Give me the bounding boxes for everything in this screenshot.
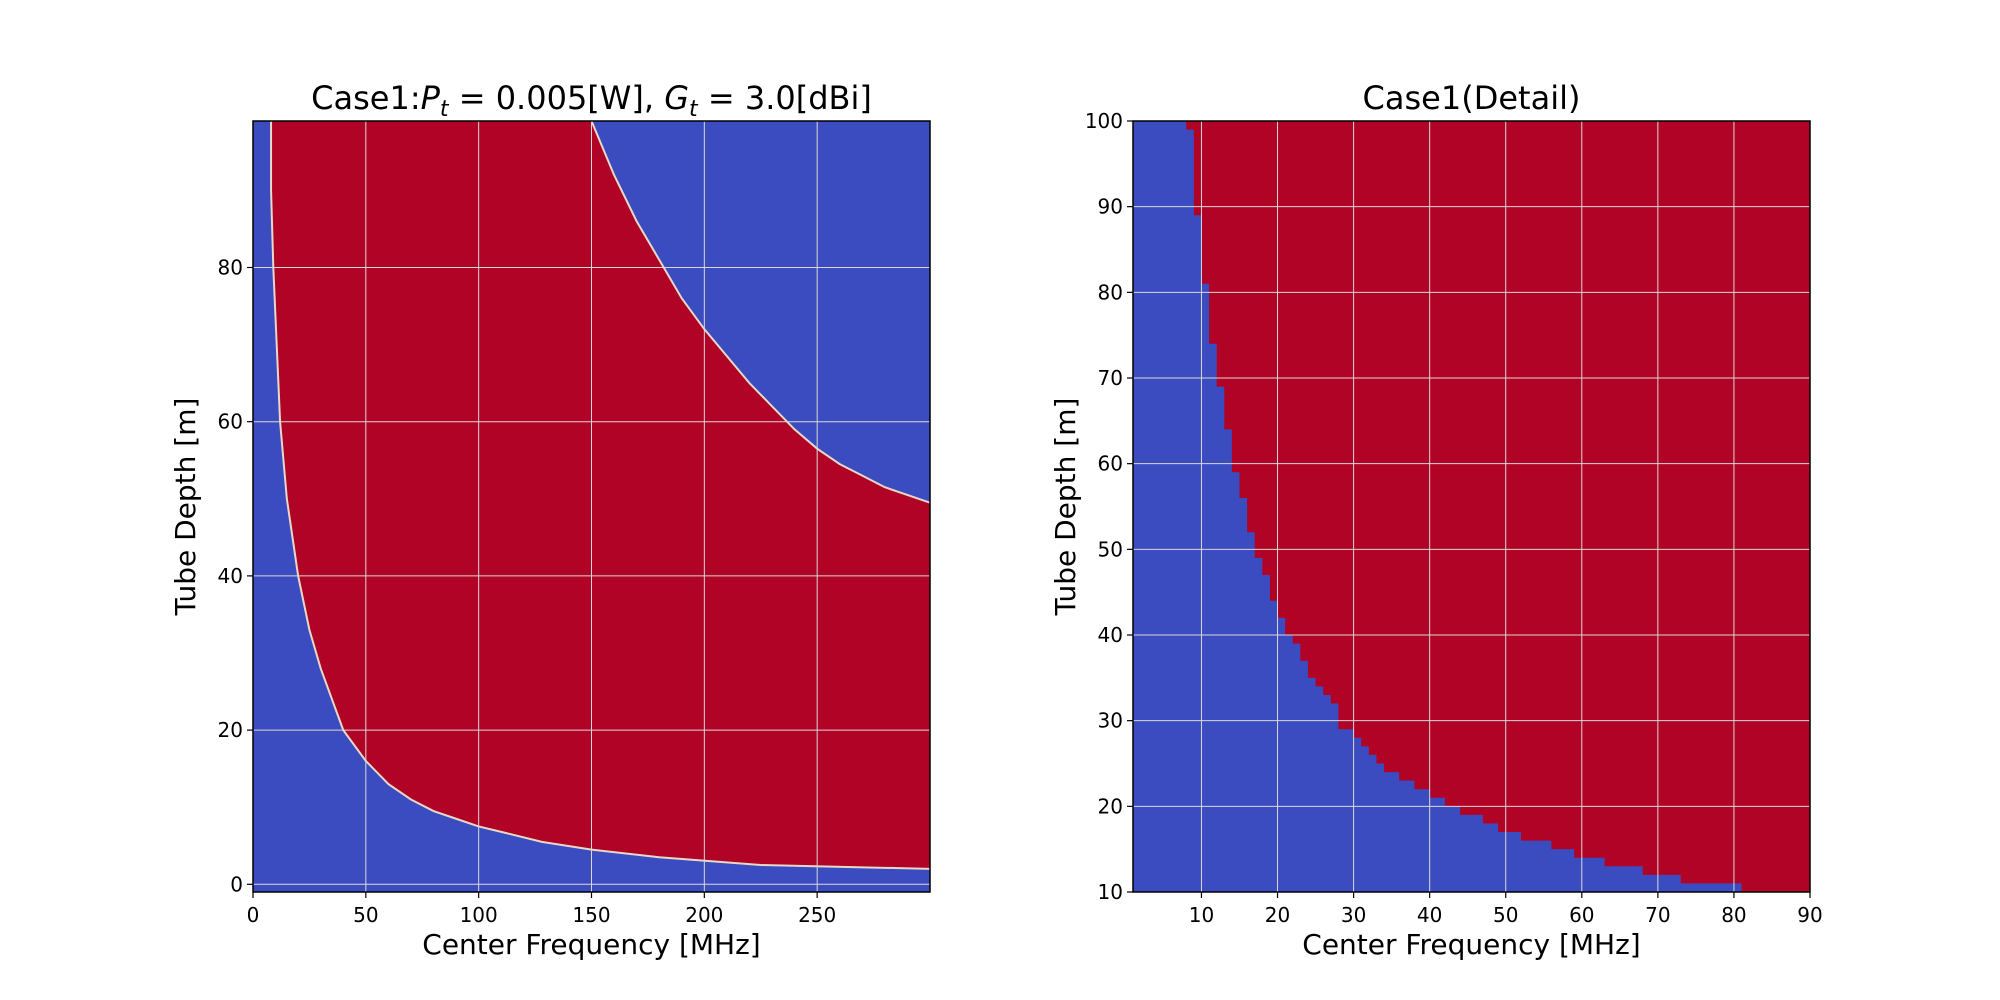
c2-x-tick-label: 60 xyxy=(1569,903,1594,927)
chart1-x-axis-label: Center Frequency [MHz] xyxy=(422,928,760,961)
c2-y-tick-label: 60 xyxy=(1098,452,1123,476)
chart1-title-g-var: G xyxy=(664,79,689,117)
c2-y-tick-label: 90 xyxy=(1098,195,1123,219)
c2-x-tick-label: 30 xyxy=(1341,903,1366,927)
c1-x-tick-label: 0 xyxy=(247,903,260,927)
chart2-y-ticks: 10 20 30 40 50 60 70 80 90 100 xyxy=(1085,109,1133,904)
chart2-frame xyxy=(1132,120,1811,893)
chart2-x-axis-label: Center Frequency [MHz] xyxy=(1302,928,1640,961)
c2-y-tick-label: 30 xyxy=(1098,709,1123,733)
chart1-x-ticks: 0 50 100 150 200 250 xyxy=(247,892,836,927)
c1-y-tick-label: 40 xyxy=(218,564,243,588)
c2-y-tick-label: 80 xyxy=(1098,280,1123,304)
chart1-title: Case1:Pt = 0.005[W], Gt = 3.0[dBi] xyxy=(311,79,872,122)
chart1-title-prefix: Case1: xyxy=(311,79,420,117)
c2-x-tick-label: 90 xyxy=(1797,903,1822,927)
c2-x-tick-label: 20 xyxy=(1265,903,1290,927)
chart1-title-g-eq: = 3.0[dBi] xyxy=(698,79,872,117)
chart1-gridlines xyxy=(253,121,930,892)
c2-y-tick-label: 50 xyxy=(1098,537,1123,561)
c1-y-tick-label: 60 xyxy=(218,410,243,434)
c2-y-tick-label: 20 xyxy=(1098,794,1123,818)
chart1-title-p-var: P xyxy=(421,79,441,117)
c1-y-tick-label: 20 xyxy=(218,718,243,742)
c2-y-tick-label: 70 xyxy=(1098,366,1123,390)
chart1-upper-boundary-line xyxy=(590,120,931,504)
chart2-title: Case1(Detail) xyxy=(1363,79,1581,117)
c2-x-tick-label: 40 xyxy=(1417,903,1442,927)
c2-x-tick-label: 80 xyxy=(1721,903,1746,927)
c1-y-tick-label: 0 xyxy=(230,872,243,896)
chart1-lower-boundary-line xyxy=(270,121,931,870)
c1-x-tick-label: 50 xyxy=(353,903,378,927)
c2-y-tick-label: 100 xyxy=(1085,109,1123,133)
chart1-title-p-sub: t xyxy=(440,97,450,122)
c1-x-tick-label: 200 xyxy=(685,903,723,927)
chart2-x-ticks: 10 20 30 40 50 60 70 80 90 xyxy=(1189,892,1823,927)
c2-x-tick-label: 10 xyxy=(1189,903,1214,927)
chart1-y-ticks: 0 20 40 60 80 xyxy=(218,255,253,896)
c2-y-tick-label: 40 xyxy=(1098,623,1123,647)
chart-case1-detail: 10 20 30 40 50 60 70 80 90 10 20 30 40 50 60 70 80 90 100… xyxy=(1049,79,1823,961)
c1-x-tick-label: 100 xyxy=(460,903,498,927)
chart1-title-p-eq: = 0.005[W], xyxy=(449,79,665,117)
c1-y-tick-label: 80 xyxy=(218,255,243,279)
c2-y-tick-label: 10 xyxy=(1098,880,1123,904)
chart2-gridlines xyxy=(1133,121,1810,892)
chart2-y-axis-label: Tube Depth [m] xyxy=(1049,398,1082,617)
chart1-y-axis-label: Tube Depth [m] xyxy=(169,398,202,617)
c1-x-tick-label: 250 xyxy=(798,903,836,927)
chart-case1: 0 50 100 150 200 250 0 20 40 60 80 Case1:Pt = 0.0… xyxy=(169,79,931,961)
chart1-inside-region xyxy=(271,121,930,869)
chart2-inside-region xyxy=(1182,121,1810,892)
c1-x-tick-label: 150 xyxy=(572,903,610,927)
c2-x-tick-label: 70 xyxy=(1645,903,1670,927)
c2-x-tick-label: 50 xyxy=(1493,903,1518,927)
chart1-title-g-sub: t xyxy=(689,97,699,122)
